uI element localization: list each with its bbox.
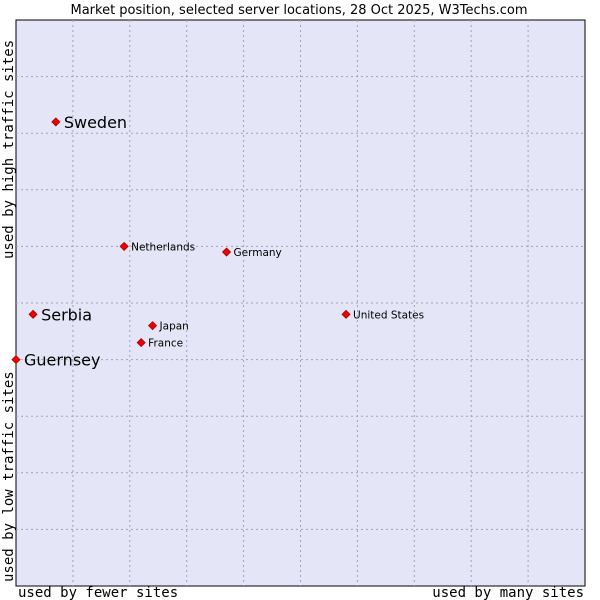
data-points: Sweden Netherlands Germany Serbia United Sta… <box>11 113 424 370</box>
y-axis-label-high: used by high traffic sites <box>1 40 17 259</box>
point-marker-japan <box>147 321 158 331</box>
point-label-france: France <box>148 338 183 350</box>
x-axis-label-low: used by fewer sites <box>18 585 178 600</box>
point-marker-guernsey <box>11 355 21 365</box>
point-label-netherlands: Netherlands <box>131 241 195 253</box>
point-marker-netherlands <box>119 241 129 251</box>
point-marker-united-states <box>341 309 351 319</box>
point-label-united-states: United States <box>353 309 424 321</box>
point-marker-france <box>136 338 146 348</box>
point-marker-serbia <box>28 309 38 319</box>
chart-title: Market position, selected server locatio… <box>70 3 527 18</box>
x-axis-label-high: used by many sites <box>432 585 584 600</box>
point-label-japan: Japan <box>159 321 189 333</box>
point-label-germany: Germany <box>234 247 282 259</box>
grid <box>16 20 585 586</box>
point-label-sweden: Sweden <box>64 113 127 132</box>
point-label-serbia: Serbia <box>41 305 92 324</box>
y-axis-label-low: used by low traffic sites <box>1 371 17 582</box>
point-marker-sweden <box>51 117 61 127</box>
point-marker-germany <box>221 247 232 257</box>
point-label-guernsey: Guernsey <box>24 351 100 370</box>
